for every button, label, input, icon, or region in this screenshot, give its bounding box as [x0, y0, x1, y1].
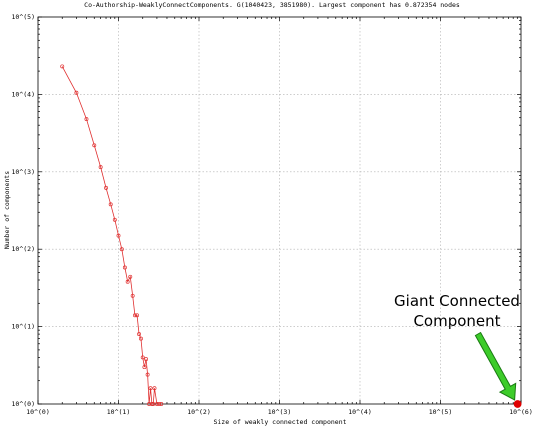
series-line — [61, 66, 162, 405]
x-tick-label: 10^(5) — [429, 408, 452, 416]
data-point — [145, 372, 150, 377]
data-point — [147, 402, 152, 406]
y-tick-label: 10^(2) — [12, 245, 35, 253]
data-point — [128, 274, 133, 279]
data-point — [140, 355, 145, 360]
data-point — [104, 185, 108, 190]
y-tick-label: 10^(1) — [12, 323, 35, 331]
data-point — [148, 386, 153, 391]
plot-frame — [37, 16, 522, 405]
y-tick-label: 10^(3) — [12, 168, 35, 176]
data-point — [159, 402, 164, 406]
x-tick-label: 10^(0) — [26, 408, 49, 416]
data-point — [74, 90, 79, 95]
x-axis-label: Size of weakly connected component — [213, 418, 346, 426]
series-path — [61, 66, 162, 405]
grid — [38, 17, 521, 404]
data-point — [119, 247, 124, 252]
data-point — [151, 402, 156, 406]
data-point — [144, 357, 149, 362]
arrow-shape — [474, 331, 517, 401]
data-point — [108, 202, 113, 207]
data-point — [60, 64, 65, 69]
data-point — [152, 386, 157, 391]
data-point — [125, 279, 130, 284]
x-tick-label: 10^(3) — [268, 408, 291, 416]
y-tick-label: 10^(4) — [12, 90, 35, 98]
data-point — [116, 233, 121, 238]
data-point — [132, 313, 137, 318]
x-tick-label: 10^(2) — [187, 408, 210, 416]
data-point — [149, 402, 154, 406]
x-tick-label: 10^(6) — [509, 408, 532, 416]
data-point — [98, 165, 103, 170]
data-point — [92, 143, 97, 148]
giant-component-group — [513, 400, 522, 408]
giant-component-point — [513, 400, 522, 408]
y-axis-label: Number of components — [3, 171, 11, 249]
data-point — [142, 365, 147, 370]
data-point — [154, 402, 159, 406]
data-point — [84, 117, 89, 122]
giant-component-annotation: Giant Connected Component — [394, 292, 520, 330]
data-points — [60, 64, 164, 406]
chart-title: Co-Authorship-WeaklyConnectComponents. G… — [84, 1, 460, 9]
y-tick-label: 10^(0) — [12, 400, 35, 408]
x-tick-label: 10^(4) — [348, 408, 371, 416]
data-point — [138, 336, 143, 341]
data-point — [137, 332, 141, 337]
axis-ticks: 10^(0) 10^(1) 10^(2) 10^(3) 10^(4) 10^(5) 10^(… — [12, 13, 533, 416]
data-point — [157, 402, 162, 406]
annotation-arrow — [474, 331, 517, 401]
x-tick-label: 10^(1) — [107, 408, 130, 416]
annotation-line-2: Component — [413, 312, 500, 330]
annotation-line-1: Giant Connected — [394, 292, 520, 310]
data-point — [112, 217, 117, 222]
data-point — [130, 293, 135, 298]
data-point — [135, 313, 140, 318]
y-tick-label: 10^(5) — [12, 13, 35, 21]
data-point — [122, 265, 127, 270]
